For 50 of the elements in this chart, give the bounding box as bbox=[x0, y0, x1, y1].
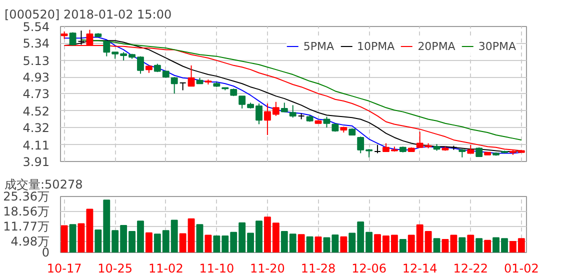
bar bbox=[433, 238, 440, 252]
candlestick bbox=[323, 116, 330, 128]
bar bbox=[196, 224, 204, 252]
x-tick-label: 11-20 bbox=[250, 262, 285, 276]
candlestick bbox=[179, 82, 186, 91]
bar bbox=[484, 240, 492, 252]
x-tick-label: 01-02 bbox=[504, 262, 539, 276]
y-tick-label: 3.91 bbox=[22, 155, 50, 169]
candlestick bbox=[280, 102, 288, 112]
y-tick-label: 11.77万 bbox=[3, 220, 50, 234]
x-tick-label: 10-17 bbox=[46, 262, 82, 276]
candlestick bbox=[69, 32, 76, 46]
bar bbox=[399, 238, 406, 252]
legend-label: 30PMA bbox=[478, 40, 516, 52]
y-tick-label: 5.13 bbox=[22, 54, 50, 68]
chart-title: 成交量:50278 bbox=[4, 178, 83, 192]
legend-label: 10PMA bbox=[357, 40, 395, 52]
candlestick bbox=[289, 104, 296, 118]
bar bbox=[298, 234, 305, 252]
x-tick-label: 12-14 bbox=[402, 262, 438, 276]
x-tick-label: 11-10 bbox=[199, 262, 234, 276]
y-tick-label: 18.56万 bbox=[3, 204, 50, 219]
y-tick-label: 25.36万 bbox=[3, 190, 50, 204]
y-tick-label: 4.93 bbox=[22, 70, 50, 85]
y-tick-label: 4.52 bbox=[22, 104, 50, 118]
y-tick-label: 5.54 bbox=[22, 20, 50, 34]
x-tick-label: 12-22 bbox=[453, 262, 488, 276]
y-tick-label: 4.73 bbox=[22, 87, 50, 102]
y-tick-label: 4.11 bbox=[22, 138, 50, 152]
bar bbox=[340, 236, 348, 252]
x-tick-label: 11-02 bbox=[148, 262, 184, 276]
x-tick-label: 12-06 bbox=[352, 262, 386, 276]
bar bbox=[314, 236, 322, 252]
bar bbox=[306, 236, 314, 252]
y-tick-label: 5.34 bbox=[22, 36, 50, 51]
bar bbox=[60, 225, 68, 252]
bar bbox=[458, 237, 466, 252]
bar bbox=[204, 234, 212, 252]
bar bbox=[467, 234, 474, 252]
legend-label: 5PMA bbox=[303, 40, 334, 52]
x-tick-label: 10-25 bbox=[98, 262, 133, 276]
candlestick bbox=[188, 64, 195, 87]
candlestick bbox=[170, 76, 178, 94]
bar bbox=[476, 238, 483, 252]
legend-label: 20PMA bbox=[418, 40, 456, 52]
chart-title: [000520] 2018-01-02 15:00 bbox=[4, 8, 172, 22]
bar bbox=[69, 224, 76, 252]
y-tick-label: 4.32 bbox=[22, 121, 50, 136]
x-tick-label: 11-28 bbox=[300, 262, 336, 276]
bar bbox=[145, 232, 152, 252]
